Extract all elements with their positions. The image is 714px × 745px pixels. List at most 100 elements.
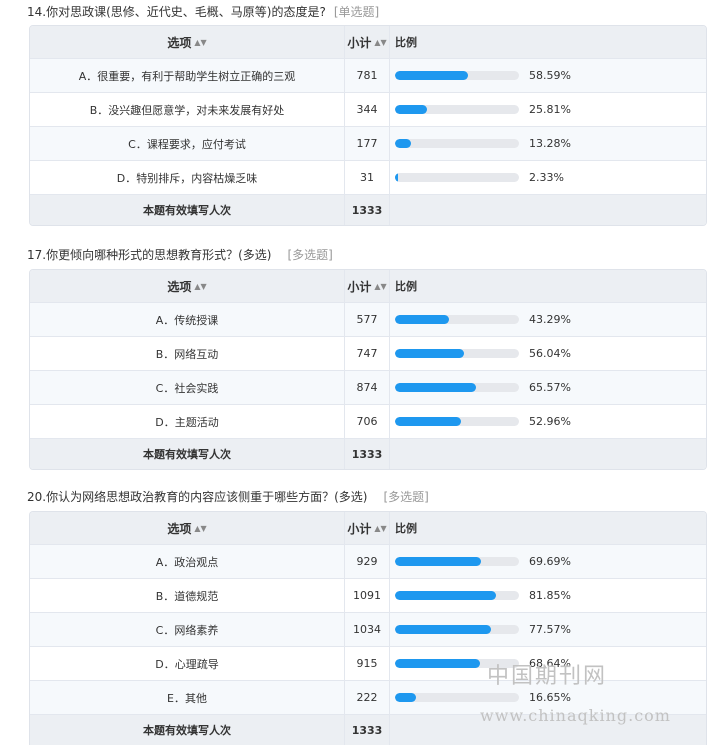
option-label: B．网络互动 [30,337,345,370]
table-row: A．很重要，有利于帮助学生树立正确的三观 781 58.59% [30,58,706,92]
progress-bar-fill [395,139,412,148]
ratio-cell: 58.59% [390,59,706,92]
table-row: B．没兴趣但愿意学，对未来发展有好处 344 25.81% [30,92,706,126]
sort-icon[interactable]: ▲▼ [374,523,387,533]
count-header-label: 小计 [347,35,372,50]
ratio-percent: 58.59% [529,69,571,82]
count-header[interactable]: 小计 ▲▼ [345,512,390,544]
option-label: C．社会实践 [30,371,345,404]
option-count: 706 [345,405,390,438]
table-row: C．课程要求，应付考试 177 13.28% [30,126,706,160]
ratio-cell: 13.28% [390,127,706,160]
results-table-q14: 选项 ▲▼ 小计 ▲▼ 比例 A．很重要，有利于帮助学生树立正确的三观 781 58… [29,25,707,226]
option-label: A．传统授课 [30,303,345,336]
table-header: 选项 ▲▼ 小计 ▲▼ 比例 [30,26,706,58]
ratio-percent: 77.57% [529,623,571,636]
option-header-label: 选项 [167,35,192,50]
ratio-percent: 81.85% [529,589,571,602]
table-row: D．心理疏导 915 68.64% [30,646,706,680]
table-row: B．道德规范 1091 81.85% [30,578,706,612]
progress-bar-fill [395,591,497,600]
option-label: B．道德规范 [30,579,345,612]
ratio-cell: 25.81% [390,93,706,126]
watermark-chinese: 中国期刊网 [487,664,608,689]
option-label: A．很重要，有利于帮助学生树立正确的三观 [30,59,345,92]
ratio-percent: 16.65% [529,691,571,704]
table-header: 选项 ▲▼ 小计 ▲▼ 比例 [30,512,706,544]
question-type-label: [多选题] [383,490,429,504]
ratio-percent: 56.04% [529,347,571,360]
table-row: E．其他 222 16.65% [30,680,706,714]
ratio-percent: 2.33% [529,171,564,184]
question-type-label: [单选题] [333,5,380,19]
option-header[interactable]: 选项 ▲▼ [30,26,345,58]
ratio-header: 比例 [395,280,417,293]
progress-bar-fill [395,349,465,358]
ratio-header: 比例 [395,522,417,535]
table-total-row: 本题有效填写人次 1333 [30,438,706,469]
total-empty-cell [390,195,706,225]
option-header-label: 选项 [167,521,192,536]
ratio-percent: 43.29% [529,313,571,326]
progress-bar [395,105,519,114]
question-14-title: 14.你对思政课(思修、近代史、毛概、马原等)的态度是? [单选题] [27,3,379,20]
table-row: D．特别排斥，内容枯燥乏味 31 2.33% [30,160,706,194]
total-label: 本题有效填写人次 [30,439,345,469]
option-label: B．没兴趣但愿意学，对未来发展有好处 [30,93,345,126]
progress-bar [395,349,519,358]
total-count: 1333 [345,195,390,225]
ratio-cell: 68.64% [390,647,706,680]
table-row: C．网络素养 1034 77.57% [30,612,706,646]
option-count: 1034 [345,613,390,646]
progress-bar [395,557,519,566]
option-count: 915 [345,647,390,680]
sort-icon[interactable]: ▲▼ [194,523,207,533]
option-count: 781 [345,59,390,92]
sort-icon[interactable]: ▲▼ [374,37,387,47]
sort-icon[interactable]: ▲▼ [194,37,207,47]
progress-bar-fill [395,383,477,392]
progress-bar-fill [395,71,468,80]
question-title-text: 20.你认为网络思想政治教育的内容应该侧重于哪些方面？(多选) [27,490,368,504]
option-header[interactable]: 选项 ▲▼ [30,270,345,302]
option-count: 344 [345,93,390,126]
table-row: A．政治观点 929 69.69% [30,544,706,578]
sort-icon[interactable]: ▲▼ [194,281,207,291]
progress-bar [395,173,519,182]
sort-icon[interactable]: ▲▼ [374,281,387,291]
progress-bar-fill [395,693,416,702]
option-label: D．心理疏导 [30,647,345,680]
total-empty-cell [390,439,706,469]
progress-bar [395,693,519,702]
ratio-percent: 65.57% [529,381,571,394]
total-count: 1333 [345,715,390,745]
count-header[interactable]: 小计 ▲▼ [345,270,390,302]
question-17-title: 17.你更倾向哪种形式的思想教育形式？(多选) [多选题] [27,246,333,263]
ratio-cell: 81.85% [390,579,706,612]
ratio-percent: 13.28% [529,137,571,150]
option-header[interactable]: 选项 ▲▼ [30,512,345,544]
progress-bar [395,71,519,80]
progress-bar [395,315,519,324]
option-label: E．其他 [30,681,345,714]
question-20-title: 20.你认为网络思想政治教育的内容应该侧重于哪些方面？(多选) [多选题] [27,488,429,505]
ratio-cell: 16.65% [390,681,706,714]
table-row: D．主题活动 706 52.96% [30,404,706,438]
ratio-header: 比例 [395,36,417,49]
count-header[interactable]: 小计 ▲▼ [345,26,390,58]
table-row: C．社会实践 874 65.57% [30,370,706,404]
ratio-cell: 56.04% [390,337,706,370]
progress-bar-fill [395,659,481,668]
progress-bar-fill [395,315,449,324]
total-count: 1333 [345,439,390,469]
progress-bar-fill [395,625,492,634]
count-header-label: 小计 [347,521,372,536]
ratio-cell: 65.57% [390,371,706,404]
option-count: 577 [345,303,390,336]
option-count: 222 [345,681,390,714]
results-table-q17: 选项 ▲▼ 小计 ▲▼ 比例 A．传统授课 577 43.29% B．网络互动 74… [29,269,707,470]
progress-bar-fill [395,173,398,182]
ratio-percent: 52.96% [529,415,571,428]
ratio-percent: 69.69% [529,555,571,568]
ratio-percent: 68.64% [529,657,571,670]
